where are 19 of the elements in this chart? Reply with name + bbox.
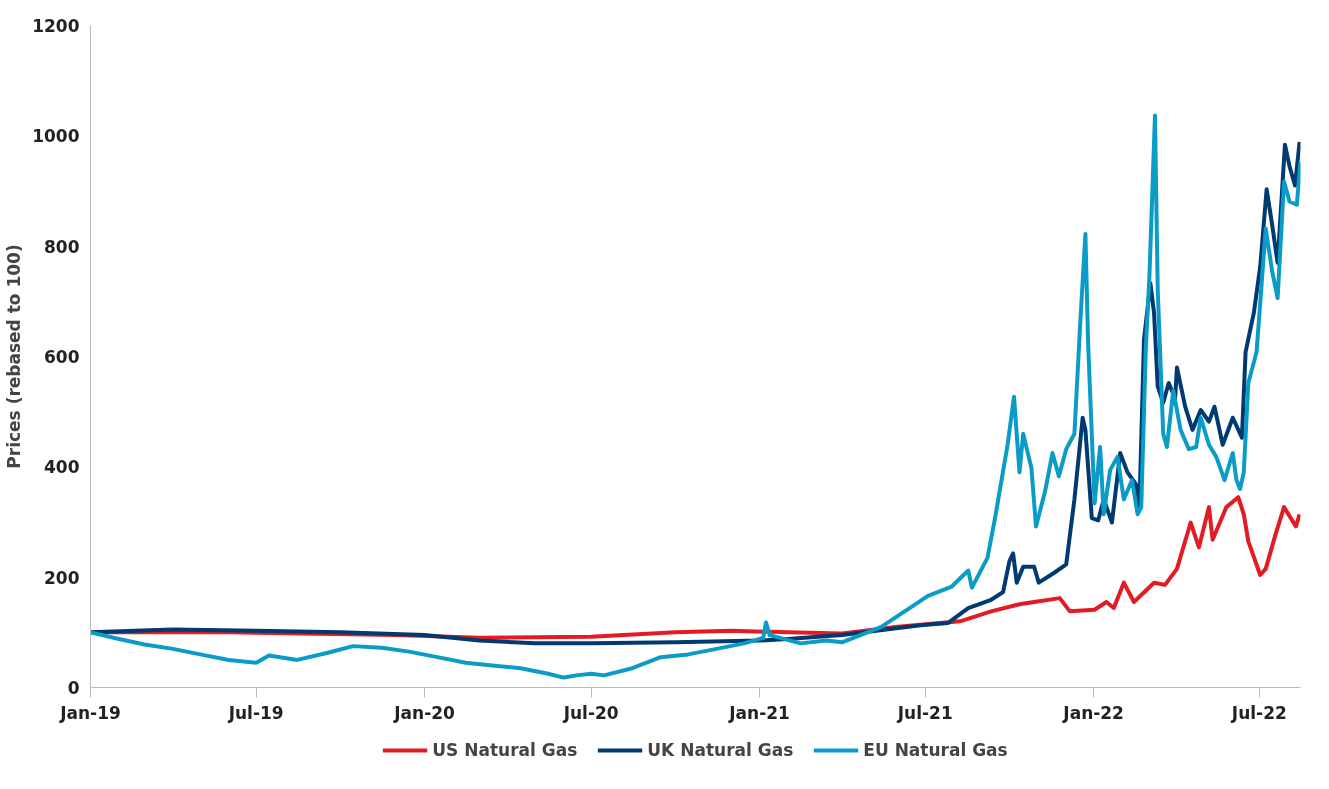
- x-tick-label: Jul-21: [896, 702, 953, 723]
- legend-label: EU Natural Gas: [863, 740, 1008, 760]
- y-tick-label: 400: [44, 457, 80, 478]
- legend-label: UK Natural Gas: [647, 740, 794, 760]
- y-axis-title: Prices (rebased to 100): [4, 244, 25, 469]
- x-tick-label: Jan-19: [59, 702, 121, 723]
- y-tick-label: 200: [44, 567, 80, 588]
- x-tick-label: Jul-22: [1230, 702, 1287, 723]
- x-tick-label: Jan-22: [1062, 702, 1124, 723]
- x-tick-label: Jan-21: [728, 702, 790, 723]
- y-tick-label: 1000: [32, 126, 80, 147]
- x-tick-label: Jul-19: [227, 702, 284, 723]
- y-tick-label: 0: [67, 678, 80, 698]
- x-tick-label: Jul-20: [562, 702, 619, 723]
- legend-label: US Natural Gas: [432, 740, 578, 760]
- x-tick-label: Jan-20: [393, 702, 456, 723]
- y-tick-label: 800: [44, 236, 80, 257]
- y-tick-label: 600: [44, 347, 80, 367]
- y-tick-label: 1200: [32, 16, 80, 36]
